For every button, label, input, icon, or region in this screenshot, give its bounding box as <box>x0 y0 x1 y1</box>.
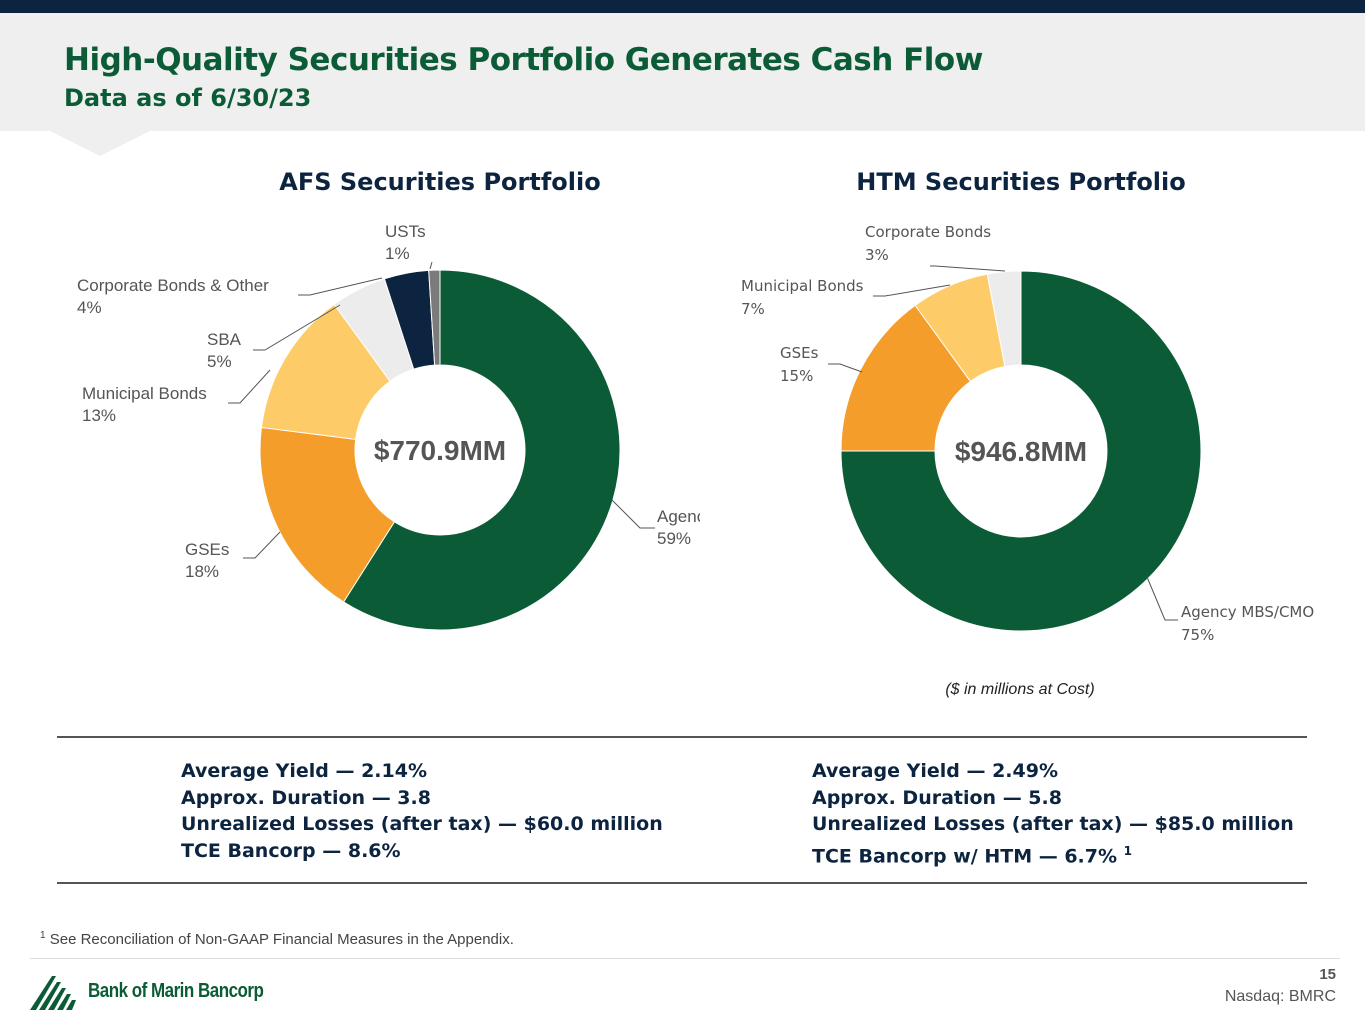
htm-tce: TCE Bancorp w/ HTM — 6.7% <box>812 844 1118 867</box>
htm-leader-line-agency-mbs-cmo <box>1146 576 1178 621</box>
top-accent-bar <box>0 0 1365 13</box>
afs-label-municipal-bonds: Municipal Bonds <box>82 384 207 403</box>
afs-value-municipal-bonds: 13% <box>82 406 116 425</box>
afs-duration: Approx. Duration — 3.8 <box>181 786 431 809</box>
afs-label-agency-mbs-cmo: Agency MBS/CMO <box>657 507 700 526</box>
htm-leader-line-corporate-bonds <box>930 265 1006 272</box>
htm-value-agency-mbs-cmo: 75% <box>1181 626 1214 644</box>
ticker: Nasdaq: BMRC <box>1224 988 1336 1005</box>
slide-title: High-Quality Securities Portfolio Genera… <box>64 42 983 78</box>
htm-average-yield: Average Yield — 2.49% <box>812 760 1059 782</box>
stats-bottom-rule <box>57 882 1307 884</box>
bank-logo: Bank of Marin Bancorp <box>30 972 280 1012</box>
htm-tce-footnote-marker: 1 <box>1123 843 1133 858</box>
htm-chart-title: HTM Securities Portfolio <box>856 168 1186 196</box>
htm-label-municipal-bonds: Municipal Bonds <box>741 277 864 295</box>
afs-chart-title: AFS Securities Portfolio <box>279 168 601 196</box>
htm-leader-line-municipal-bonds <box>873 284 951 297</box>
afs-stats: Average Yield — 2.14% Approx. Duration —… <box>181 758 663 864</box>
cost-note: ($ in millions at Cost) <box>945 681 1095 698</box>
htm-value-corporate-bonds: 3% <box>865 246 889 264</box>
afs-leader-line-agency-mbs-cmo <box>611 499 655 529</box>
htm-slice-agency-mbs-cmo <box>840 270 1202 632</box>
afs-unrealized-losses: Unrealized Losses (after tax) — $60.0 mi… <box>181 813 663 835</box>
footnote-marker: 1 <box>40 930 46 941</box>
afs-leader-line-sba <box>253 304 341 351</box>
htm-slice-gses <box>840 304 972 452</box>
logo-text: Bank of Marin Bancorp <box>88 980 264 1002</box>
htm-donut-chart: Agency MBS/CMO 75% GSEs 15% Municipal Bonds 7… <box>741 223 1314 644</box>
htm-value-municipal-bonds: 7% <box>741 300 765 318</box>
afs-tce: TCE Bancorp — 8.6% <box>181 839 401 862</box>
afs-label-gses: GSEs <box>185 540 229 559</box>
htm-label-agency-mbs-cmo: Agency MBS/CMO <box>1181 603 1314 621</box>
afs-leader-line-usts <box>429 261 433 270</box>
htm-stats: Average Yield — 2.49% Approx. Duration —… <box>812 758 1294 869</box>
htm-duration: Approx. Duration — 5.8 <box>812 786 1062 809</box>
afs-value-sba: 5% <box>207 352 232 371</box>
footer-rule <box>30 958 1340 959</box>
htm-label-corporate-bonds: Corporate Bonds <box>865 223 991 241</box>
htm-tce-line: TCE Bancorp w/ HTM — 6.7% 1 <box>812 838 1294 870</box>
footnote-text: See Reconciliation of Non-GAAP Financial… <box>49 931 514 948</box>
page-number: 15 <box>1319 966 1336 983</box>
htm-leader-line-gses <box>828 363 863 373</box>
afs-value-gses: 18% <box>185 562 219 581</box>
stats-top-rule <box>57 736 1307 738</box>
slide-subtitle: Data as of 6/30/23 <box>64 84 312 112</box>
header-notch <box>50 131 150 156</box>
afs-value-usts: 1% <box>385 244 410 263</box>
header-band <box>0 13 1365 131</box>
logo-mountain-icon <box>30 976 76 1010</box>
afs-slice-gses <box>259 426 396 603</box>
footnote: 1 See Reconciliation of Non-GAAP Financi… <box>40 930 514 948</box>
htm-center-total: $946.8MM <box>955 436 1087 467</box>
afs-value-agency-mbs-cmo: 59% <box>657 529 691 548</box>
afs-value-corporate-bonds-other: 4% <box>77 298 102 317</box>
htm-slice-corporate-bonds <box>986 270 1022 368</box>
afs-label-usts: USTs <box>385 222 426 241</box>
htm-value-gses: 15% <box>780 367 813 385</box>
afs-leader-line-corporate-bonds-other <box>298 277 383 296</box>
afs-center-total: $770.9MM <box>374 435 506 466</box>
afs-leader-line-municipal-bonds <box>228 369 271 404</box>
afs-label-sba: SBA <box>207 330 242 349</box>
afs-average-yield: Average Yield — 2.14% <box>181 760 428 782</box>
afs-leader-line-gses <box>243 531 281 559</box>
afs-slice-usts <box>428 269 441 366</box>
afs-slice-agency-mbs-cmo <box>342 269 621 631</box>
afs-label-corporate-bonds-other: Corporate Bonds & Other <box>77 276 269 295</box>
htm-label-gses: GSEs <box>780 344 819 362</box>
htm-unrealized-losses: Unrealized Losses (after tax) — $85.0 mi… <box>812 813 1294 835</box>
afs-donut-chart: Agency MBS/CMO 59% GSEs 18% Municipal Bonds 1… <box>77 222 700 631</box>
